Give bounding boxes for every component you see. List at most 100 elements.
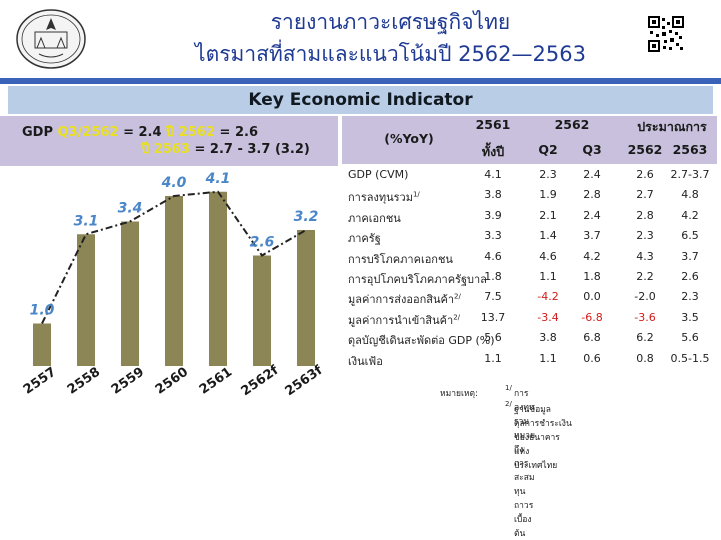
cell-value: 2.7-3.7 <box>670 168 710 181</box>
cell-value: 1.8 <box>484 270 502 283</box>
cell-value: 4.8 <box>681 188 699 202</box>
table-header: (%YoY) 2561 2562 ประมาณการ ทั้งปี Q2 Q3 … <box>342 116 717 164</box>
table-header-2562: 2562 <box>554 117 590 132</box>
data-label-2561: 4.1 <box>205 171 231 187</box>
cell-value: 6.5 <box>681 229 699 243</box>
table-row: การบริโภคภาคเอกชน 4.6 4.6 4.2 4.3 3.7 <box>342 247 717 267</box>
row-label: เงินเฟ้อ <box>348 354 383 368</box>
qr-code-icon[interactable] <box>648 16 684 52</box>
gdp-year-value: = 2.6 <box>215 125 258 140</box>
cell-value: 2.6 <box>636 168 654 181</box>
bar-2559 <box>121 221 139 366</box>
cell-value: 4.6 <box>484 249 502 263</box>
row-label: GDP (CVM) <box>348 168 409 181</box>
gdp-summary-line2: ปี 2563 = 2.7 - 3.7 (3.2) <box>141 138 310 159</box>
gdp-quarter-label: Q3/2562 <box>57 125 119 140</box>
table-row: GDP (CVM) 4.1 2.3 2.4 2.6 2.7-3.7 <box>342 165 717 185</box>
data-label-2563f: 3.2 <box>294 209 319 225</box>
cell-value: 2.8 <box>583 188 601 202</box>
cell-value: -3.4 <box>537 310 559 324</box>
bar-2558 <box>77 234 95 366</box>
row-label: มูลค่าการนำเข้าสินค้า2/ <box>348 313 461 327</box>
note2-text: ฐานข้อมูลดุลการชำระเงินของธนาคารแห่งประเ… <box>514 405 572 471</box>
row-label: การบริโภคภาคเอกชน <box>348 252 453 266</box>
row-label: การอุปโภคบริโภคภาครัฐบาล <box>348 273 487 286</box>
table-row: มูลค่าการนำเข้าสินค้า2/13.7 -3.4 -6.8 -3.6 3… <box>342 308 717 328</box>
cell-value: 4.1 <box>484 168 502 181</box>
data-label-2558: 3.1 <box>74 213 99 229</box>
table-subheader-q3: Q3 <box>582 142 602 157</box>
row-label: มูลค่าการส่งออกสินค้า2/ <box>348 292 461 307</box>
data-label-2560: 4.0 <box>161 175 187 191</box>
cell-value: 6.2 <box>636 331 654 345</box>
table-row: การอุปโภคบริโภคภาครัฐบาล 1.8 1.1 1.8 2.2 2.6 <box>342 267 717 287</box>
cell-value: 0.0 <box>583 290 601 304</box>
table-subheader-2562: 2562 <box>627 142 663 157</box>
cell-value: 1.1 <box>484 351 502 365</box>
data-label-2557: 1.0 <box>30 303 55 319</box>
row-label: การลงทุนรวม1/ <box>348 190 420 205</box>
table-row: ภาคเอกชน 3.9 2.1 2.4 2.8 4.2 <box>342 206 717 226</box>
cell-value: 2.3 <box>539 168 557 181</box>
section-banner: Key Economic Indicator <box>8 86 713 114</box>
trend-line <box>41 190 307 324</box>
cell-value: 3.7 <box>681 249 699 263</box>
bar-2560 <box>165 196 183 366</box>
cell-value: 2.3 <box>636 229 654 243</box>
cell-value: 1.4 <box>539 229 557 243</box>
cell-value: 7.5 <box>484 290 502 304</box>
cell-value: 1.1 <box>539 270 557 283</box>
cell-value: 3.8 <box>484 188 502 202</box>
cell-value: 3.7 <box>583 229 601 243</box>
table-subheader-q2: Q2 <box>538 142 558 157</box>
table-row: การลงทุนรวม1/3.8 1.9 2.8 2.7 4.8 <box>342 185 717 205</box>
cell-value: 5.6 <box>484 331 502 345</box>
x-tick-2562f: 2562f <box>239 363 282 399</box>
cell-value: 1.1 <box>539 351 557 365</box>
row-footnote-mark: 2/ <box>453 313 461 322</box>
cell-value: 13.7 <box>480 310 506 324</box>
gdp-summary-line1: GDP Q3/2562 = 2.4 ปี 2562 = 2.6 <box>22 121 258 142</box>
table-subheader-full-year: ทั้งปี <box>481 144 505 159</box>
cell-value: 2.6 <box>681 270 699 283</box>
cell-value: 4.3 <box>636 249 654 263</box>
cell-value: -3.6 <box>634 310 656 324</box>
cell-value: 2.3 <box>681 290 699 304</box>
cell-value: 2.4 <box>583 208 601 222</box>
table-row: มูลค่าการส่งออกสินค้า2/7.5 -4.2 0.0 -2.0 2.3 <box>342 287 717 307</box>
gdp-quarter-value: = 2.4 <box>118 125 167 140</box>
cell-value: -6.8 <box>581 310 603 324</box>
row-label: ภาครัฐ <box>348 232 381 246</box>
table-subheader-2563: 2563 <box>672 142 708 157</box>
table-row: ดุลบัญชีเดินสะพัดต่อ GDP (%) 5.6 3.8 6.8 6.2… <box>342 328 717 348</box>
row-label: ภาคเอกชน <box>348 211 401 225</box>
cell-value: 2.2 <box>636 270 654 283</box>
data-label-2562f: 2.6 <box>250 235 275 251</box>
row-label: ดุลบัญชีเดินสะพัดต่อ GDP (%) <box>348 334 495 348</box>
bar-2561 <box>209 191 227 366</box>
cell-value: 4.2 <box>681 208 699 222</box>
note2-mark: 2/ <box>505 400 512 408</box>
notes-label: หมายเหตุ: <box>440 389 478 399</box>
data-label-2559: 3.4 <box>118 201 143 217</box>
cell-value: 3.3 <box>484 229 502 243</box>
bar-2562f <box>253 255 271 366</box>
cell-value: 3.5 <box>681 310 699 324</box>
cell-value: 6.8 <box>583 331 601 345</box>
cell-value: 2.7 <box>636 188 654 202</box>
table-header-2561: 2561 <box>475 117 511 132</box>
gdp-next-year-value: = 2.7 - 3.7 (3.2) <box>189 142 310 157</box>
header-divider-band <box>0 78 721 84</box>
cell-value: 3.9 <box>484 208 502 222</box>
banner-title: Key Economic Indicator <box>248 90 473 110</box>
table-header-unit: (%YoY) <box>384 131 434 146</box>
table-header-forecast: ประมาณการ <box>637 119 707 134</box>
note1-mark: 1/ <box>505 384 512 392</box>
x-tick-2558: 2558 <box>65 365 103 398</box>
gdp-year-label: ปี 2562 <box>166 125 216 140</box>
cell-value: 4.6 <box>539 249 557 263</box>
x-tick-2559: 2559 <box>109 365 147 398</box>
report-title-line1: รายงานภาวะเศรษฐกิจไทย <box>270 10 511 34</box>
x-tick-2560: 2560 <box>153 365 191 398</box>
